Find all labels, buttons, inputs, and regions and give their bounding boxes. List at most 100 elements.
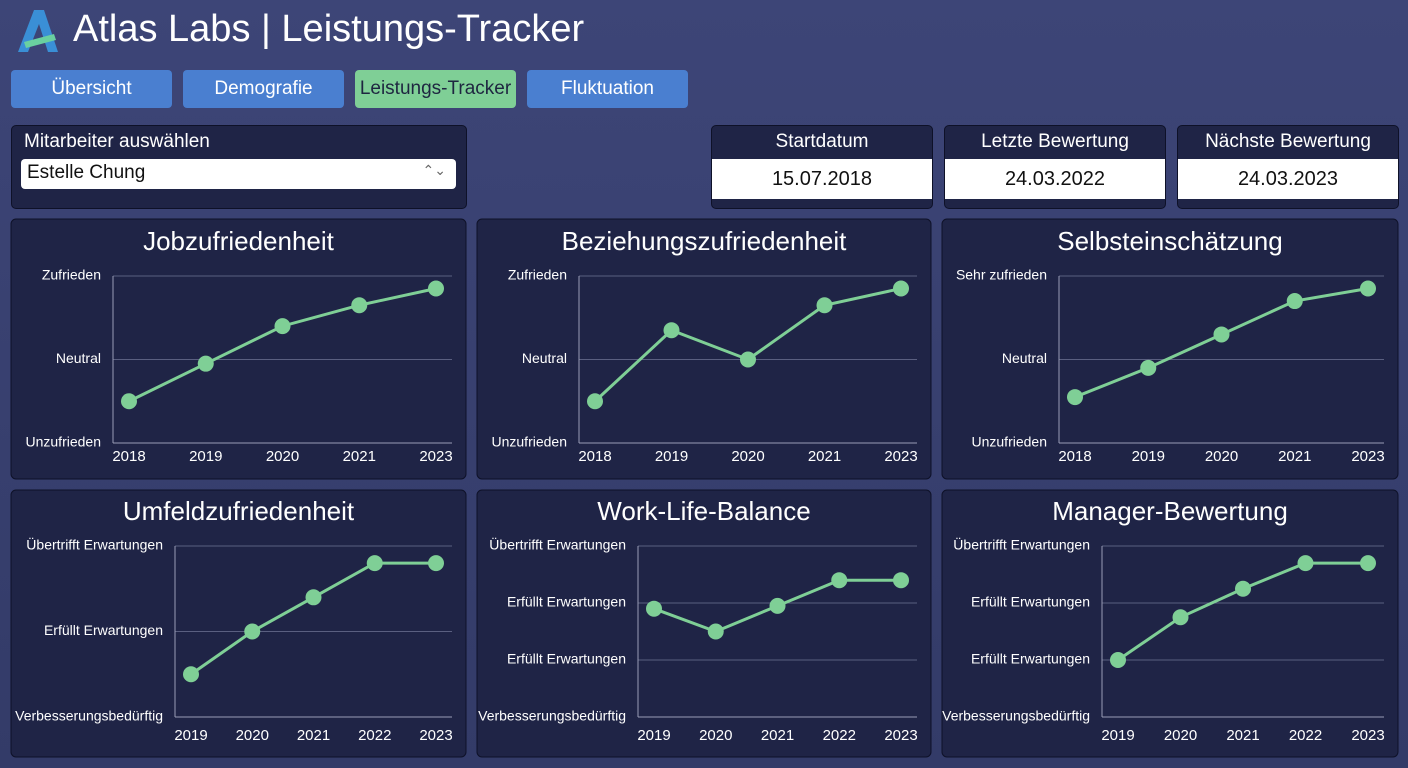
data-point xyxy=(121,393,137,410)
x-tick-label: 2018 xyxy=(1058,448,1091,465)
data-point xyxy=(305,589,322,606)
y-tick-label: Übertrifft Erwartungen xyxy=(26,536,163,553)
data-point xyxy=(1360,280,1376,297)
date-label: Startdatum xyxy=(775,131,869,152)
data-point xyxy=(707,623,724,640)
y-tick-label: Verbesserungsbedürftig xyxy=(15,708,163,724)
x-tick-label: 2020 xyxy=(699,727,732,744)
nav-tab[interactable]: Leistungs-Tracker xyxy=(355,70,516,108)
chart-title: Umfeldzufriedenheit xyxy=(123,496,355,526)
data-point xyxy=(183,666,199,683)
data-point xyxy=(1067,389,1083,406)
data-point xyxy=(1140,359,1157,376)
y-tick-label: Neutral xyxy=(522,350,567,366)
data-point xyxy=(1110,652,1126,668)
x-tick-label: 2021 xyxy=(1278,448,1311,465)
x-tick-label: 2020 xyxy=(1164,727,1197,744)
data-point xyxy=(831,572,848,589)
x-tick-label: 2023 xyxy=(419,727,452,744)
x-tick-label: 2021 xyxy=(297,727,330,744)
nav-tab[interactable]: Übersicht xyxy=(11,70,172,108)
x-tick-label: 2020 xyxy=(266,448,299,465)
nav-tab[interactable]: Demografie xyxy=(183,70,344,108)
data-point xyxy=(1172,609,1189,626)
selected-employee: Estelle Chung xyxy=(27,162,146,183)
data-point xyxy=(197,355,214,372)
y-tick-label: Übertrifft Erwartungen xyxy=(489,536,626,553)
y-tick-label: Erfüllt Erwartungen xyxy=(507,651,626,667)
data-point xyxy=(893,280,909,297)
x-tick-label: 2018 xyxy=(578,448,611,465)
chart-title: Jobzufriedenheit xyxy=(143,226,335,256)
employee-select[interactable]: Estelle Chung ⌃⌄ xyxy=(21,159,456,189)
app-title: Atlas Labs | Leistungs-Tracker xyxy=(73,8,585,50)
x-tick-label: 2022 xyxy=(1289,727,1322,744)
y-tick-label: Erfüllt Erwartungen xyxy=(44,622,163,638)
data-point xyxy=(1213,326,1230,343)
x-tick-label: 2019 xyxy=(655,448,688,465)
x-tick-label: 2020 xyxy=(236,727,269,744)
data-point xyxy=(893,572,909,589)
x-tick-label: 2021 xyxy=(808,448,841,465)
data-point xyxy=(769,597,786,614)
y-tick-label: Sehr zufrieden xyxy=(956,267,1047,283)
data-point xyxy=(1297,555,1314,572)
y-tick-label: Unzufrieden xyxy=(972,434,1048,450)
chart-title: Selbsteinschätzung xyxy=(1057,226,1282,256)
date-value: 24.03.2022 xyxy=(945,159,1165,199)
nav-tab[interactable]: Fluktuation xyxy=(527,70,688,108)
y-tick-label: Erfüllt Erwartungen xyxy=(971,594,1090,610)
date-label: Letzte Bewertung xyxy=(981,131,1129,152)
x-tick-label: 2020 xyxy=(1205,448,1238,465)
y-tick-label: Unzufrieden xyxy=(26,434,102,450)
data-point xyxy=(587,393,603,410)
data-point xyxy=(816,297,833,314)
y-tick-label: Neutral xyxy=(1002,350,1047,366)
data-point xyxy=(366,555,383,572)
date-value: 15.07.2018 xyxy=(712,159,932,199)
data-point xyxy=(351,297,368,314)
y-tick-label: Erfüllt Erwartungen xyxy=(971,651,1090,667)
x-tick-label: 2018 xyxy=(112,448,145,465)
data-point xyxy=(1286,293,1303,310)
x-tick-label: 2023 xyxy=(1351,727,1384,744)
x-tick-label: 2021 xyxy=(1226,727,1259,744)
y-tick-label: Übertrifft Erwartungen xyxy=(953,536,1090,553)
data-point xyxy=(740,351,756,368)
data-point xyxy=(1360,555,1376,572)
y-tick-label: Verbesserungsbedürftig xyxy=(942,708,1090,724)
selector-label: Mitarbeiter auswählen xyxy=(24,131,210,152)
y-tick-label: Verbesserungsbedürftig xyxy=(478,708,626,724)
y-tick-label: Zufrieden xyxy=(42,267,101,283)
date-label: Nächste Bewertung xyxy=(1205,131,1371,152)
x-tick-label: 2019 xyxy=(637,727,670,744)
x-tick-label: 2023 xyxy=(419,448,452,465)
x-tick-label: 2020 xyxy=(731,448,764,465)
data-point xyxy=(663,322,680,339)
data-point xyxy=(274,318,291,335)
chart-panel xyxy=(476,489,932,758)
chart-panel xyxy=(10,489,467,758)
y-tick-label: Neutral xyxy=(56,350,101,366)
x-tick-label: 2023 xyxy=(1351,448,1384,465)
y-tick-label: Zufrieden xyxy=(508,267,567,283)
x-tick-label: 2021 xyxy=(761,727,794,744)
data-point xyxy=(428,280,444,297)
logo xyxy=(18,10,58,52)
data-point xyxy=(244,623,261,640)
x-tick-label: 2019 xyxy=(174,727,207,744)
date-value: 24.03.2023 xyxy=(1178,159,1398,199)
data-point xyxy=(428,555,444,572)
x-tick-label: 2019 xyxy=(189,448,222,465)
x-tick-label: 2022 xyxy=(358,727,391,744)
chart-title: Work-Life-Balance xyxy=(597,496,810,526)
x-tick-label: 2021 xyxy=(343,448,376,465)
y-tick-label: Erfüllt Erwartungen xyxy=(507,594,626,610)
chart-panel xyxy=(941,218,1399,480)
x-tick-label: 2023 xyxy=(884,448,917,465)
x-tick-label: 2019 xyxy=(1132,448,1165,465)
data-point xyxy=(646,600,662,617)
data-point xyxy=(1235,580,1251,597)
